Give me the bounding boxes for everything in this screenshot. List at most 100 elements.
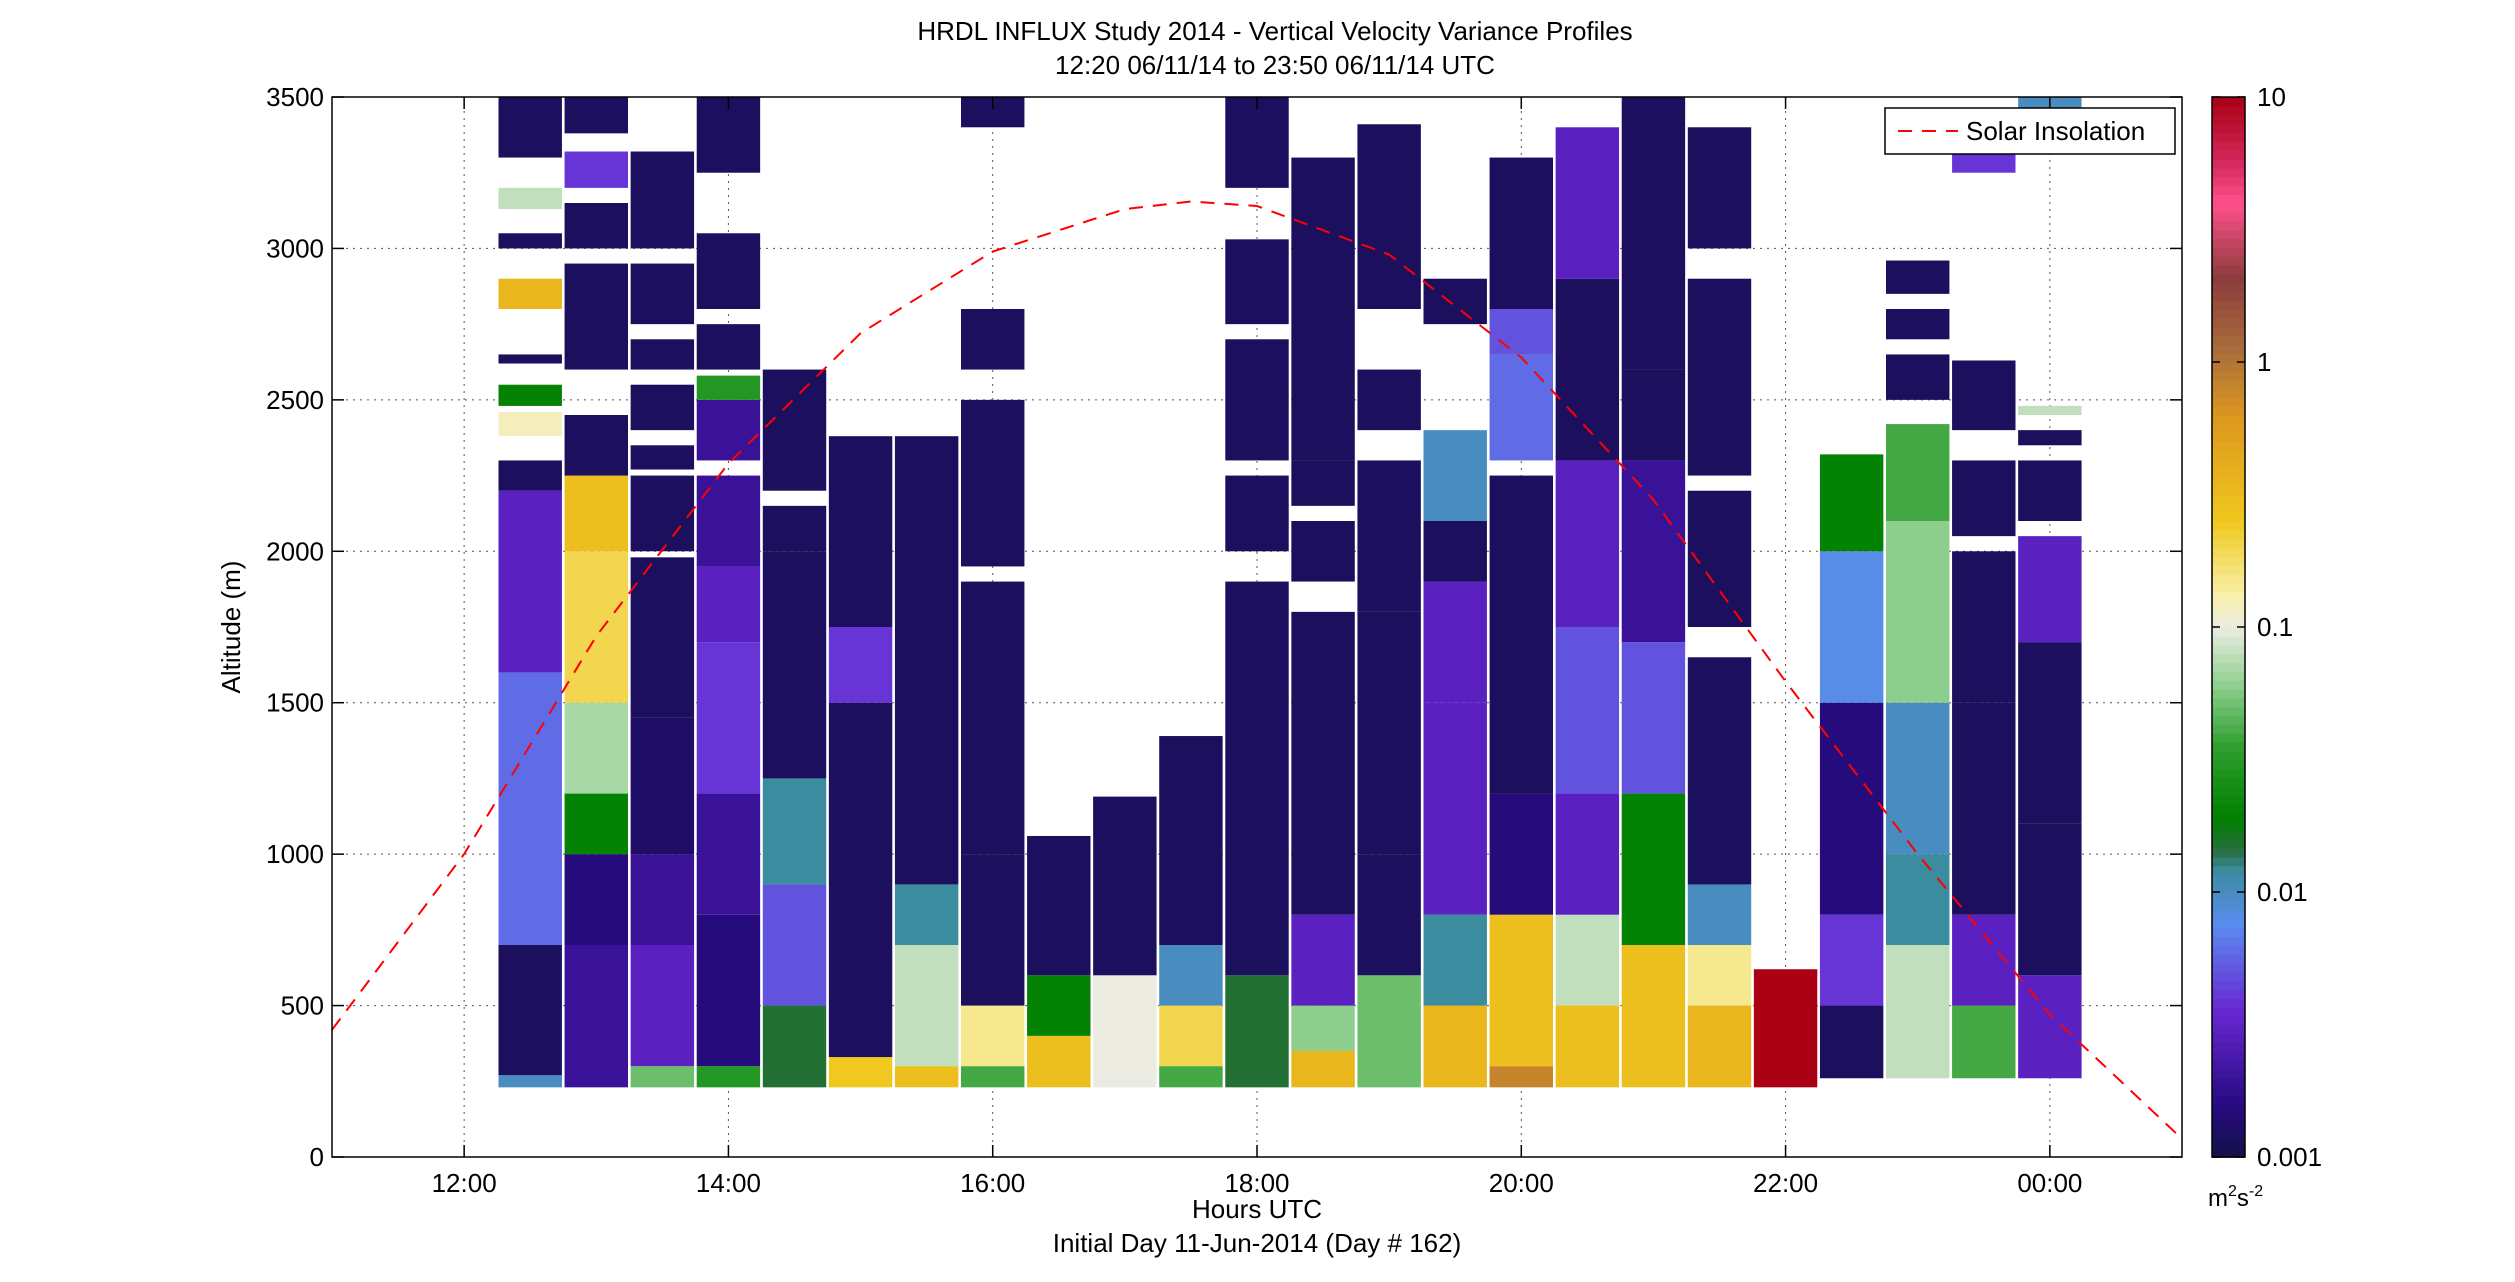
colorbar-swatch (2212, 441, 2245, 452)
x-axis-sublabel: Initial Day 11-Jun-2014 (Day # 162) (1053, 1228, 1462, 1258)
colorbar-swatch (2212, 565, 2245, 575)
heatmap-cell (1621, 97, 1686, 370)
colorbar-swatch (2212, 1006, 2245, 1017)
colorbar-swatch (2212, 892, 2245, 902)
colorbar-swatch (2212, 697, 2245, 708)
heatmap-cell (696, 642, 761, 794)
colorbar-swatch (2212, 220, 2245, 231)
x-tick-label: 20:00 (1489, 1168, 1554, 1198)
heatmap-cell (1687, 945, 1752, 1006)
colorbar-swatch (2212, 1059, 2245, 1070)
colorbar-swatch (2212, 326, 2245, 337)
heatmap-cell (498, 1075, 562, 1088)
heatmap-cell (630, 854, 695, 945)
heatmap-cell (564, 97, 628, 134)
colorbar-swatch (2212, 379, 2245, 390)
colorbar-units-exp2: -2 (2249, 1183, 2263, 1200)
heatmap-cell (961, 854, 1025, 1006)
heatmap-cell (1489, 793, 1553, 915)
colorbar-swatch (2212, 803, 2245, 814)
colorbar-swatch (2212, 132, 2245, 142)
colorbar-swatch (2212, 821, 2245, 831)
colorbar: 10 1 0.1 0.01 0.001 m2s-2 (2208, 82, 2322, 1212)
heatmap-cell (696, 1066, 761, 1088)
heatmap-cell (1291, 914, 1355, 1006)
heatmap-cell (1027, 1035, 1091, 1088)
heatmap-cell (1886, 260, 1950, 294)
colorbar-swatch (2212, 591, 2245, 602)
heatmap-cell (1886, 945, 1950, 1079)
colorbar-units-exp1: 2 (2228, 1183, 2237, 1200)
heatmap-cell (498, 945, 562, 1076)
heatmap-cell (1027, 975, 1091, 1036)
colorbar-swatch (2212, 476, 2245, 487)
colorbar-swatch (2212, 468, 2245, 478)
heatmap-cell (1687, 127, 1752, 249)
heatmap-cell (2018, 405, 2082, 415)
heatmap-cell (630, 945, 695, 1067)
colorbar-swatch (2212, 1112, 2245, 1123)
heatmap-cell (828, 627, 893, 703)
y-tick-label: 2500 (266, 385, 324, 415)
heatmap-cell (762, 369, 827, 491)
heatmap-cell (564, 854, 628, 945)
heatmap-cell (1621, 945, 1686, 1088)
heatmap-cell (1952, 1005, 2016, 1079)
heatmap-cell (630, 475, 695, 552)
x-tick-label: 22:00 (1753, 1168, 1818, 1198)
heatmap-cell (2018, 430, 2082, 446)
heatmap-cell (498, 460, 562, 491)
colorbar-swatch (2212, 715, 2245, 725)
heatmap-cell (828, 1057, 893, 1088)
heatmap-cell (630, 339, 695, 370)
heatmap-cell (1423, 914, 1487, 1006)
chart-titles: HRDL INFLUX Study 2014 - Vertical Veloci… (917, 16, 1632, 80)
solar-insolation-line (331, 200, 2183, 1140)
heatmap-cell (630, 717, 695, 855)
colorbar-swatch (2212, 883, 2245, 893)
heatmap-cell (1489, 475, 1553, 794)
heatmap-cell (1687, 884, 1752, 945)
heatmap-cell (1357, 854, 1421, 976)
heatmap-cell (2018, 642, 2082, 824)
colorbar-swatch (2212, 1121, 2245, 1132)
heatmap-cell (498, 278, 562, 309)
heatmap-cell (1357, 460, 1421, 521)
heatmap-cell (828, 436, 893, 627)
heatmap-cell (564, 151, 628, 188)
colorbar-swatch (2212, 335, 2245, 346)
heatmap-cell (1291, 611, 1355, 915)
colorbar-swatch (2212, 786, 2245, 796)
colorbar-tick-label: 10 (2257, 82, 2286, 112)
colorbar-swatch (2212, 150, 2245, 160)
heatmap-cell (2018, 823, 2082, 976)
heatmap-cell (2018, 460, 2082, 521)
colorbar-swatch (2212, 176, 2245, 187)
heatmap-cell (762, 1005, 827, 1088)
heatmap-cell (498, 187, 562, 210)
colorbar-swatch (2212, 1139, 2245, 1149)
colorbar-swatch (2212, 556, 2245, 566)
y-tick-label: 2000 (266, 536, 324, 566)
colorbar-swatch (2212, 1095, 2245, 1105)
heatmap-cell (1489, 1066, 1553, 1088)
colorbar-swatch (2212, 998, 2245, 1008)
heatmap-cell (1489, 309, 1553, 355)
heatmap-cell (564, 793, 628, 855)
colorbar-swatch (2212, 1033, 2245, 1043)
colorbar-swatch (2212, 370, 2245, 381)
heatmap-cell (1952, 702, 2016, 915)
heatmap-cell (1555, 127, 1620, 279)
colorbar-swatch (2212, 627, 2245, 637)
heatmap-cell (1423, 581, 1487, 703)
colorbar-swatch (2212, 1042, 2245, 1052)
colorbar-swatch (2212, 618, 2245, 628)
heatmap-cell (828, 702, 893, 1058)
colorbar-swatch (2212, 450, 2245, 460)
heatmap-cell (696, 793, 761, 915)
heatmap-cell (1687, 278, 1752, 476)
colorbar-swatch (2212, 291, 2245, 301)
heatmap-cell (1357, 521, 1421, 612)
y-tick-label: 1500 (266, 688, 324, 718)
